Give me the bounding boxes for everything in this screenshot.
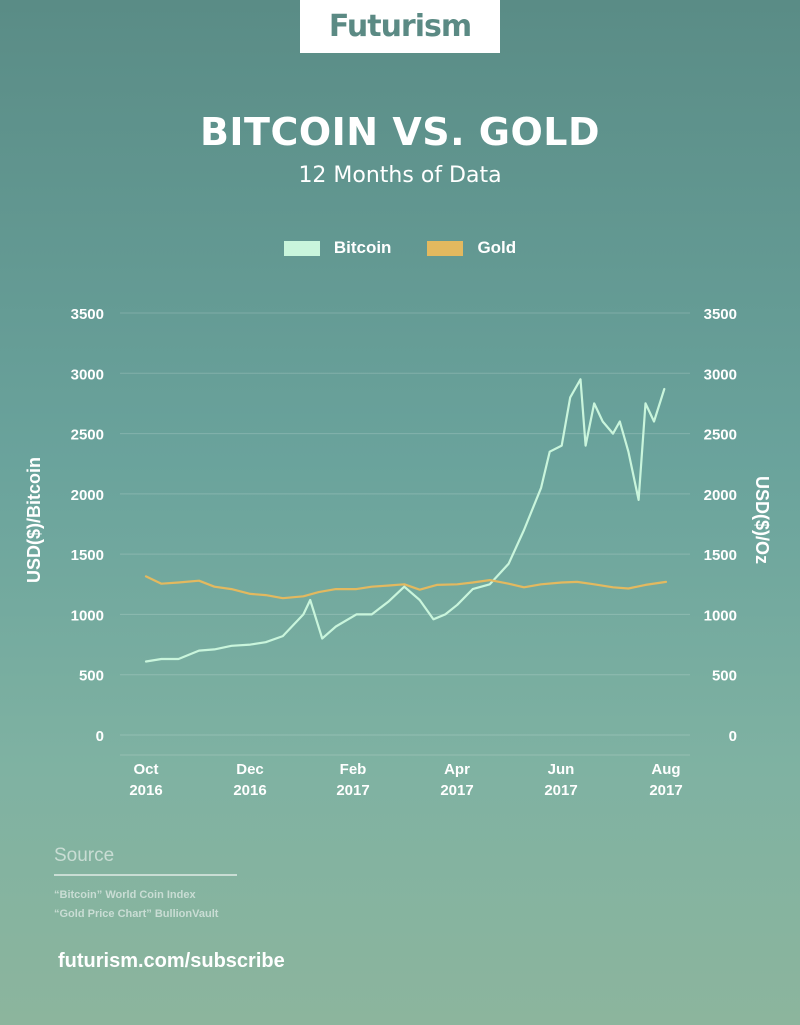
x-tick-label-month: Dec (236, 761, 264, 778)
y-tick-label-right: 0 (729, 728, 737, 745)
series-line-gold (144, 575, 668, 600)
y-tick-label-right: 2500 (704, 427, 737, 444)
y-axis-label-left: USD($)/Bitcoin (24, 457, 44, 583)
x-tick-label-month: Apr (444, 761, 470, 778)
y-axis-right: 0 500 1000 1500 2000 2500 3000 3500 (704, 306, 737, 745)
y-tick-label-right: 2000 (704, 487, 737, 504)
legend-label-bitcoin: Bitcoin (333, 238, 392, 257)
y-tick-label-left: 500 (79, 668, 104, 685)
chart-title: BITCOIN VS. GOLD (199, 110, 601, 154)
y-tick-label-left: 1500 (71, 547, 104, 564)
y-tick-label-right: 1500 (704, 547, 737, 564)
x-tick-label-year: 2017 (336, 782, 369, 799)
source-line: “Gold Price Chart” BullionVault (54, 908, 219, 920)
x-axis: Oct 2016 Dec 2016 Feb 2017 Apr 2017 Jun 2017 Aug 20… (129, 761, 682, 799)
brand-logo-text: Futurism (328, 9, 472, 44)
x-tick-label-month: Oct (133, 761, 158, 778)
chart-lines (144, 378, 668, 663)
x-tick-label-month: Feb (340, 761, 367, 778)
legend-item-bitcoin: Bitcoin (283, 238, 392, 258)
chart-legend: Bitcoin Gold (0, 238, 800, 258)
x-tick-label-year: 2017 (649, 782, 682, 799)
legend-label-gold: Gold (477, 238, 517, 257)
y-tick-label-left: 3000 (71, 366, 104, 383)
chart-subtitle: 12 Months of Data (298, 163, 502, 188)
y-tick-label-left: 1000 (71, 607, 104, 624)
x-tick-label-month: Jun (548, 761, 575, 778)
legend-swatch-gold (427, 240, 464, 256)
y-tick-label-right: 500 (712, 668, 737, 685)
x-tick-label-year: 2017 (440, 782, 473, 799)
source-heading: Source (54, 845, 115, 866)
series-line-bitcoin (144, 378, 666, 663)
chart-area: 0 500 1000 1500 2000 2500 3000 3500 0 500 1000 150… (24, 306, 772, 799)
x-tick-label-month: Aug (651, 761, 680, 778)
x-tick-label-year: 2016 (129, 782, 162, 799)
x-tick-label-year: 2016 (233, 782, 266, 799)
y-tick-label-left: 0 (96, 728, 104, 745)
x-tick-label-year: 2017 (544, 782, 577, 799)
y-tick-label-left: 3500 (71, 306, 104, 323)
source-line: “Bitcoin” World Coin Index (54, 889, 196, 901)
y-tick-label-right: 3000 (704, 366, 737, 383)
y-axis-label-right: USD($)/Oz (752, 476, 772, 564)
subscribe-link[interactable]: futurism.com/subscribe (58, 950, 285, 972)
y-axis-left: 0 500 1000 1500 2000 2500 3000 3500 (71, 306, 104, 745)
brand-logo[interactable]: Futurism (300, 0, 500, 53)
legend-swatch-bitcoin (283, 240, 320, 256)
y-tick-label-left: 2500 (71, 427, 104, 444)
source-divider (54, 874, 237, 876)
y-tick-label-right: 1000 (704, 607, 737, 624)
legend-item-gold: Gold (427, 238, 516, 258)
y-tick-label-left: 2000 (71, 487, 104, 504)
y-tick-label-right: 3500 (704, 306, 737, 323)
chart-grid (120, 312, 690, 756)
